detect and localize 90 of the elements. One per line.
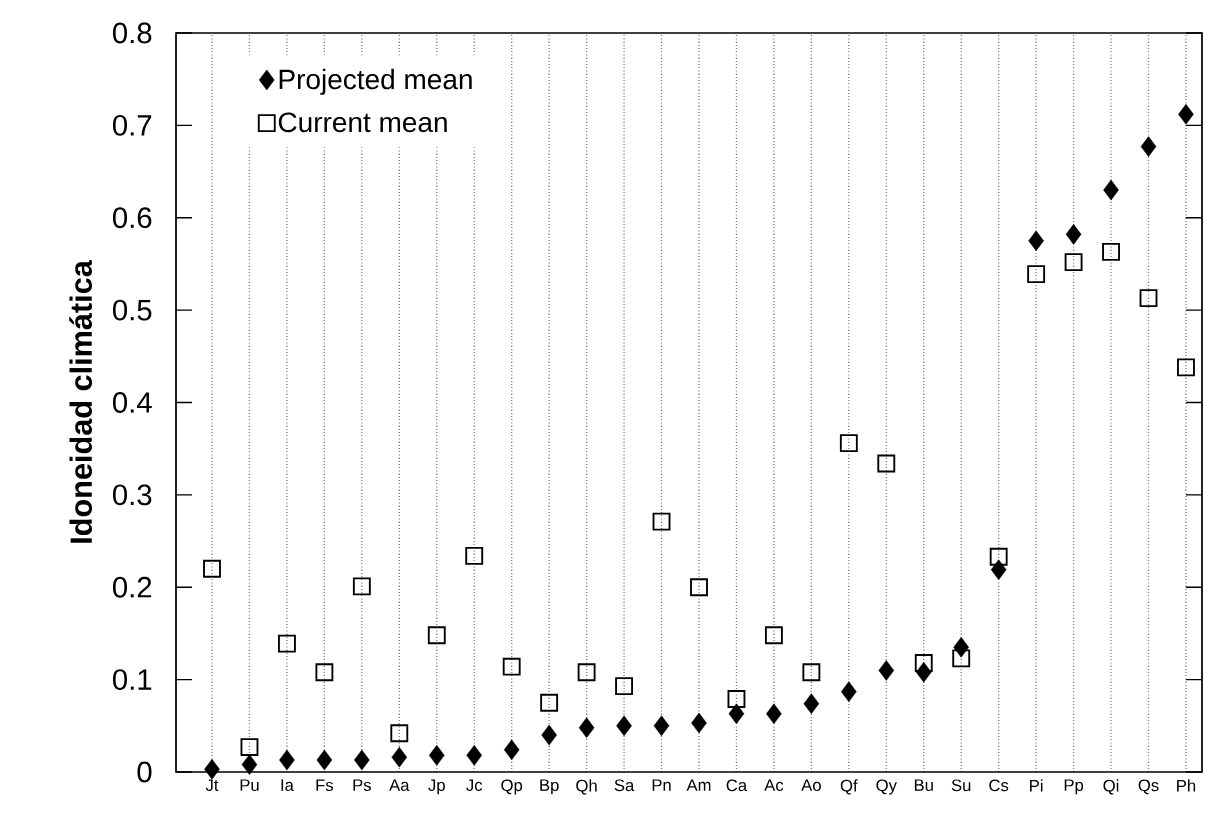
- point: [240, 738, 259, 756]
- point: [427, 626, 446, 645]
- x-tick-label: Ao: [801, 779, 821, 792]
- x-tick-label: Jp: [428, 779, 445, 795]
- point: [429, 745, 445, 766]
- x-tick-label: Am: [686, 779, 711, 791]
- legend-label: Projected mean: [279, 68, 472, 95]
- point: [1028, 230, 1044, 252]
- x-tick-label: Cs: [989, 779, 1009, 792]
- point: [989, 547, 1008, 566]
- y-axis-title: Idoneidad climática: [69, 260, 93, 543]
- point: [878, 660, 895, 681]
- point: [803, 693, 820, 714]
- point: [802, 663, 821, 682]
- x-tick-label: Pn: [652, 779, 671, 791]
- point: [691, 712, 707, 734]
- point: [315, 663, 334, 682]
- point: [914, 654, 933, 672]
- point: [466, 745, 482, 766]
- point: [1103, 179, 1119, 201]
- point: [766, 703, 782, 725]
- point: [690, 578, 708, 597]
- x-tick-label: Fs: [316, 779, 334, 792]
- point: [877, 454, 896, 473]
- point: [502, 657, 521, 676]
- point: [1177, 358, 1195, 377]
- y-tick-label: 0.2: [113, 576, 152, 598]
- x-tick-label: Qy: [876, 779, 897, 795]
- point: [1178, 104, 1194, 125]
- point: [839, 434, 858, 453]
- x-tick-label: Pp: [1064, 779, 1084, 795]
- point: [764, 626, 783, 645]
- point: [652, 512, 671, 531]
- point: [1027, 265, 1046, 284]
- point: [1139, 289, 1158, 308]
- x-tick-label: Jt: [205, 779, 219, 792]
- x-tick-label: Qp: [501, 779, 523, 795]
- x-tick-label: Pu: [240, 779, 259, 792]
- point: [391, 746, 408, 768]
- x-tick-label: Sa: [614, 779, 635, 792]
- x-tick-label: Qs: [1138, 779, 1159, 795]
- point: [615, 677, 634, 696]
- point: [503, 739, 520, 761]
- x-tick-label: Qh: [576, 779, 597, 795]
- point: [1065, 224, 1082, 245]
- point: [1140, 136, 1157, 157]
- x-tick-label: Ps: [353, 779, 371, 792]
- point: [390, 724, 409, 743]
- y-tick-label: 0.8: [113, 22, 152, 44]
- y-tick-label: 0: [137, 761, 152, 783]
- y-tick-label: 0.4: [113, 392, 152, 413]
- point: [352, 577, 371, 596]
- y-tick-label: 0.3: [113, 484, 152, 506]
- y-tick-label: 0.7: [113, 114, 152, 136]
- point: [728, 703, 745, 725]
- y-tick-label: 0.1: [113, 669, 152, 691]
- y-tick-label: 0.5: [113, 299, 152, 321]
- x-tick-label: Ac: [764, 779, 784, 792]
- point: [727, 690, 746, 708]
- point: [354, 749, 370, 771]
- point: [540, 693, 559, 712]
- y-tick-label: 0.6: [113, 207, 152, 229]
- point: [277, 634, 296, 653]
- x-tick-label: Bp: [540, 779, 559, 795]
- x-tick-label: Pi: [1030, 779, 1043, 792]
- x-tick-label: Qf: [840, 779, 858, 795]
- point: [578, 717, 595, 738]
- point: [204, 758, 220, 780]
- x-tick-label: Ph: [1177, 779, 1196, 792]
- point: [541, 724, 557, 746]
- point: [653, 715, 670, 737]
- point: [841, 681, 857, 702]
- point: [279, 749, 295, 771]
- point: [616, 715, 632, 737]
- point: [465, 546, 484, 565]
- x-tick-label: Ia: [281, 779, 294, 792]
- x-tick-label: Ca: [726, 779, 748, 792]
- x-tick-label: Su: [951, 779, 971, 792]
- point: [316, 749, 333, 771]
- point: [577, 663, 596, 682]
- point: [1102, 242, 1120, 261]
- point: [952, 649, 971, 668]
- x-tick-label: Aa: [389, 779, 410, 792]
- legend-label: Current mean: [278, 112, 447, 133]
- point: [241, 754, 258, 775]
- x-tick-label: Jc: [466, 779, 483, 792]
- point: [203, 559, 221, 578]
- point: [1064, 253, 1083, 272]
- x-tick-label: Qi: [1103, 779, 1119, 795]
- x-tick-label: Bu: [914, 779, 933, 792]
